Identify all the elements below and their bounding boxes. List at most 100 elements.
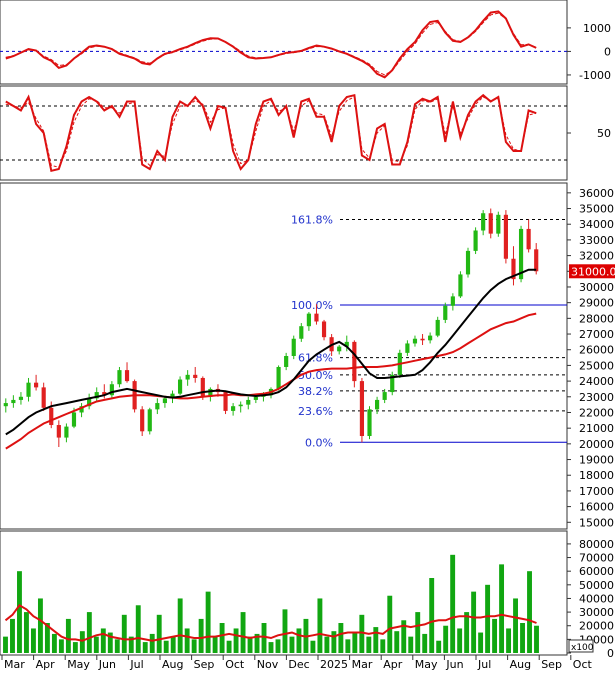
volume-bar <box>478 632 484 653</box>
candle-body <box>450 296 455 306</box>
y-tick-label: 24000 <box>579 375 614 388</box>
candle-body <box>344 341 349 347</box>
x-tick-label: Jul <box>477 658 491 671</box>
volume-bar <box>345 639 351 653</box>
candle-body <box>246 399 251 405</box>
volume-bar <box>3 636 8 653</box>
x-tick-label: Apr <box>383 658 403 671</box>
candle-body <box>162 398 167 404</box>
volume-bar <box>24 612 29 653</box>
candle-body <box>193 374 198 378</box>
volume-bar <box>296 628 302 653</box>
y-tick-label: 33000 <box>579 234 614 247</box>
x-tick-label: Aug <box>162 658 183 671</box>
volume-bar <box>58 639 64 653</box>
candle-body <box>518 228 524 280</box>
volume-bar <box>135 605 141 653</box>
candle-body <box>185 374 190 380</box>
unit-box <box>568 639 594 653</box>
volume-bar <box>191 639 197 653</box>
volume-bar <box>17 571 22 653</box>
ma-long-line <box>5 312 537 450</box>
y-tick-label: 36000 <box>579 187 614 200</box>
x-tick-label: Oct <box>225 658 245 671</box>
candle-body <box>56 425 61 438</box>
volume-bar <box>520 623 525 653</box>
y-tick-label: 70000 <box>579 552 614 565</box>
candle-body <box>231 406 236 411</box>
candle-body <box>481 213 486 231</box>
candle-body <box>420 338 425 341</box>
y-tick-label: 34000 <box>579 218 614 231</box>
candle-body <box>412 338 418 344</box>
y-tick-label: 27000 <box>579 328 614 341</box>
volume-bar <box>268 642 274 653</box>
volume-bar <box>261 623 267 653</box>
candle-body <box>34 382 39 388</box>
x-tick-label: Jul <box>129 658 143 671</box>
x-tick-label: Oct <box>573 658 593 671</box>
volume-bar <box>513 598 518 653</box>
volume-bar <box>170 636 176 653</box>
candle-body <box>71 412 77 427</box>
volume-bar <box>380 639 386 653</box>
volume-bar <box>114 639 120 653</box>
volume-bar <box>289 636 295 653</box>
y-tick-label: 21000 <box>579 422 614 435</box>
y-tick-label: 1000 <box>583 22 611 35</box>
x-tick-label: Dec <box>288 658 309 671</box>
volume-bar <box>233 628 239 653</box>
candle-body <box>140 409 145 432</box>
volume-bar <box>51 633 57 653</box>
y-tick-label: 0 <box>607 647 614 660</box>
volume-bar <box>394 631 400 653</box>
candle-body <box>147 409 152 432</box>
volume-bar <box>212 636 218 653</box>
volume-bar <box>121 614 127 653</box>
candle-body <box>11 399 16 404</box>
volume-bar <box>457 628 463 653</box>
x-tick-label: Mar <box>4 658 25 671</box>
candle-body <box>367 409 372 437</box>
fib-label: 100.0% <box>291 299 333 312</box>
candle-body <box>511 258 516 280</box>
volume-bar <box>275 639 281 653</box>
volume-bar <box>205 591 211 653</box>
x-tick-label: Nov <box>257 658 279 671</box>
x-tick-label: Jun <box>445 658 463 671</box>
fib-label: 161.8% <box>291 214 333 227</box>
y-tick-label: -1000 <box>579 69 611 82</box>
volume-bar <box>37 598 43 653</box>
candle-body <box>458 274 463 297</box>
volume-bar <box>527 571 532 653</box>
candle-body <box>102 392 107 396</box>
x-tick-label: May <box>67 658 90 671</box>
candle-body <box>41 387 46 408</box>
candle-body <box>390 374 395 393</box>
y-tick-label: 20000 <box>579 620 614 633</box>
macd-line <box>5 10 537 79</box>
candle-body <box>435 319 440 336</box>
y-tick-label: 60000 <box>579 565 614 578</box>
volume-bar <box>107 632 113 653</box>
volume-bar <box>177 598 183 653</box>
y-tick-label: 40000 <box>579 592 614 605</box>
x-tick-label: Apr <box>36 658 56 671</box>
x-tick-label: May <box>415 658 438 671</box>
y-tick-label: 30000 <box>579 281 614 294</box>
volume-bar <box>352 632 358 653</box>
candle-body <box>306 313 311 327</box>
y-tick-label: 50 <box>597 127 611 140</box>
candle-body <box>177 379 183 394</box>
fib-label: 61.8% <box>298 352 333 365</box>
candle-body <box>253 396 258 400</box>
candle-body <box>314 313 319 322</box>
x-tick-label: Sep <box>194 658 215 671</box>
volume-bar <box>366 636 372 653</box>
candle-body <box>375 399 380 410</box>
y-tick-label: 0 <box>604 45 611 58</box>
y-tick-label: 35000 <box>579 203 614 216</box>
volume-bar <box>534 625 539 653</box>
candle-body <box>503 214 508 259</box>
